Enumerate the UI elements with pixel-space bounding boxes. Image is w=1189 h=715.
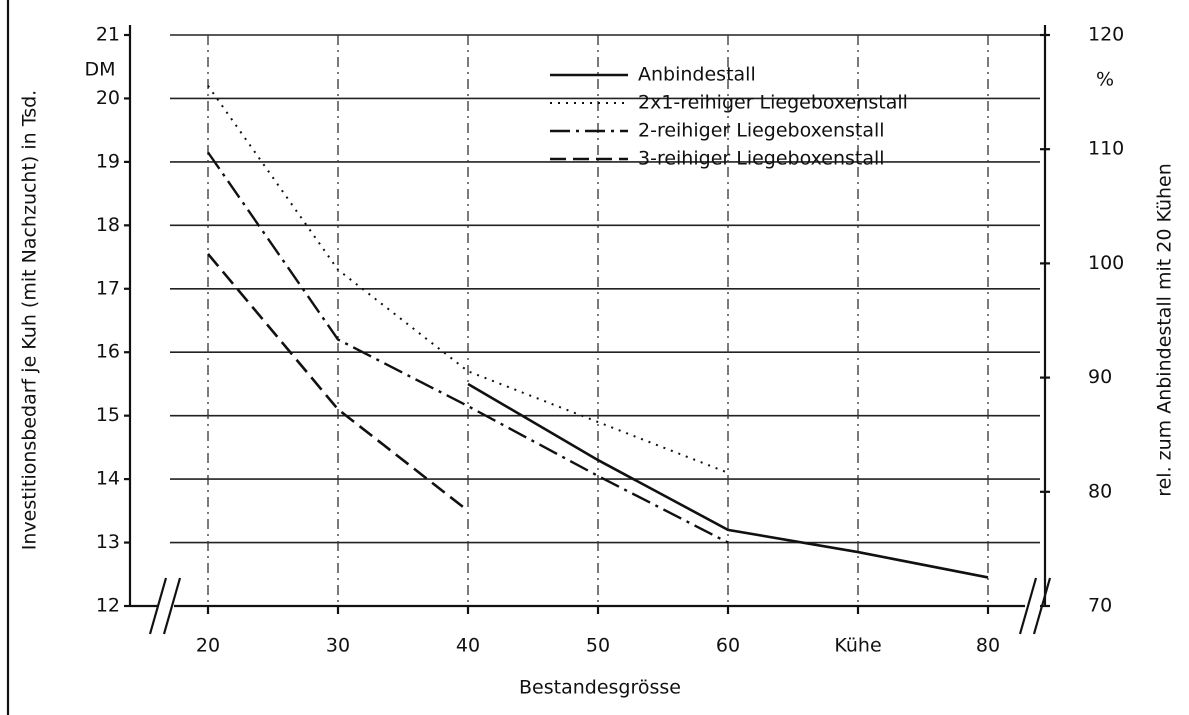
legend-label: 2x1-reihiger Liegeboxenstall <box>638 92 908 114</box>
x-tick-label: Kühe <box>834 635 881 657</box>
y2-axis-label: rel. zum Anbindestall mit 20 Kühen <box>1154 163 1176 497</box>
y2-tick-label: 120 <box>1088 24 1124 46</box>
x-axis-label: Bestandesgrösse <box>519 677 681 699</box>
series-line <box>207 151 729 544</box>
y-tick-label: 16 <box>96 341 120 363</box>
y-tick-label: 14 <box>96 468 120 490</box>
axis-break <box>1018 577 1038 635</box>
axis-break <box>148 577 168 635</box>
y-axis-label: Investitionsbedarf je Kuh (mit Nachzucht… <box>19 90 41 550</box>
axis-break <box>162 577 182 635</box>
y-tick-label: 19 <box>96 150 120 172</box>
legend-label: 3-reihiger Liegeboxenstall <box>638 148 885 170</box>
y-tick-label: 13 <box>96 531 120 553</box>
y2-tick-label: 80 <box>1088 480 1112 502</box>
series-line <box>207 85 729 474</box>
axis-break <box>1032 577 1052 635</box>
y2-tick-label: 70 <box>1088 595 1112 617</box>
y-tick-label: 15 <box>96 404 120 426</box>
legend-label: Anbindestall <box>638 64 756 86</box>
x-tick-label: 60 <box>716 635 740 657</box>
series-line <box>207 253 469 512</box>
y-unit: DM <box>84 59 115 81</box>
y2-unit: % <box>1096 69 1114 91</box>
series-line <box>467 382 989 579</box>
x-tick-label: 40 <box>456 635 480 657</box>
y2-tick-label: 100 <box>1088 252 1124 274</box>
x-tick-label: 30 <box>326 635 350 657</box>
y-tick-label: 20 <box>96 87 120 109</box>
y-tick-label: 17 <box>96 277 120 299</box>
y-tick-label: 21 <box>96 24 120 46</box>
y2-tick-label: 90 <box>1088 366 1112 388</box>
legend-label: 2-reihiger Liegeboxenstall <box>638 120 885 142</box>
x-tick-label: 20 <box>196 635 220 657</box>
x-tick-label: 50 <box>586 635 610 657</box>
y-tick-label: 18 <box>96 214 120 236</box>
y-tick-label: 12 <box>96 595 120 617</box>
x-tick-label: 80 <box>976 635 1000 657</box>
y2-tick-label: 110 <box>1088 138 1124 160</box>
